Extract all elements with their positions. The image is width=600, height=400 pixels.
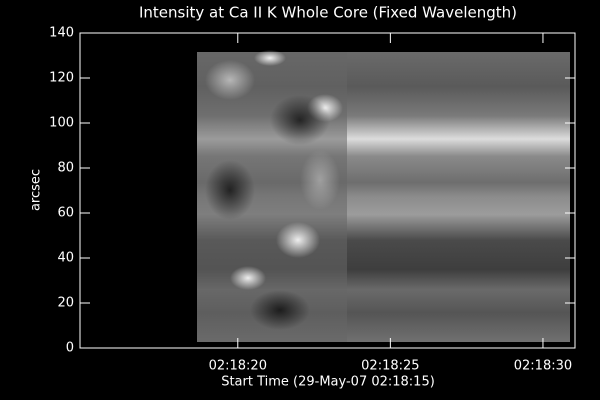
y-axis-label: arcsec xyxy=(29,169,44,211)
x-axis-label: Start Time (29-May-07 02:18:15) xyxy=(221,375,435,390)
y-tick-label: 60 xyxy=(57,206,74,221)
chart-title: Intensity at Ca II K Whole Core (Fixed W… xyxy=(139,4,517,22)
y-tick-label: 0 xyxy=(66,341,74,356)
x-tick-label: 02:18:20 xyxy=(209,359,267,374)
y-tick-label: 20 xyxy=(57,296,74,311)
image xyxy=(197,50,570,342)
x-tick-label: 02:18:30 xyxy=(514,359,572,374)
y-tick-label: 100 xyxy=(49,116,74,131)
x-tick-label: 02:18:25 xyxy=(361,359,419,374)
y-tick-label: 80 xyxy=(57,161,74,176)
y-tick-label: 40 xyxy=(57,251,74,266)
y-tick-label: 120 xyxy=(49,71,74,86)
y-tick-label: 140 xyxy=(49,26,74,41)
plot-frame xyxy=(79,32,576,349)
